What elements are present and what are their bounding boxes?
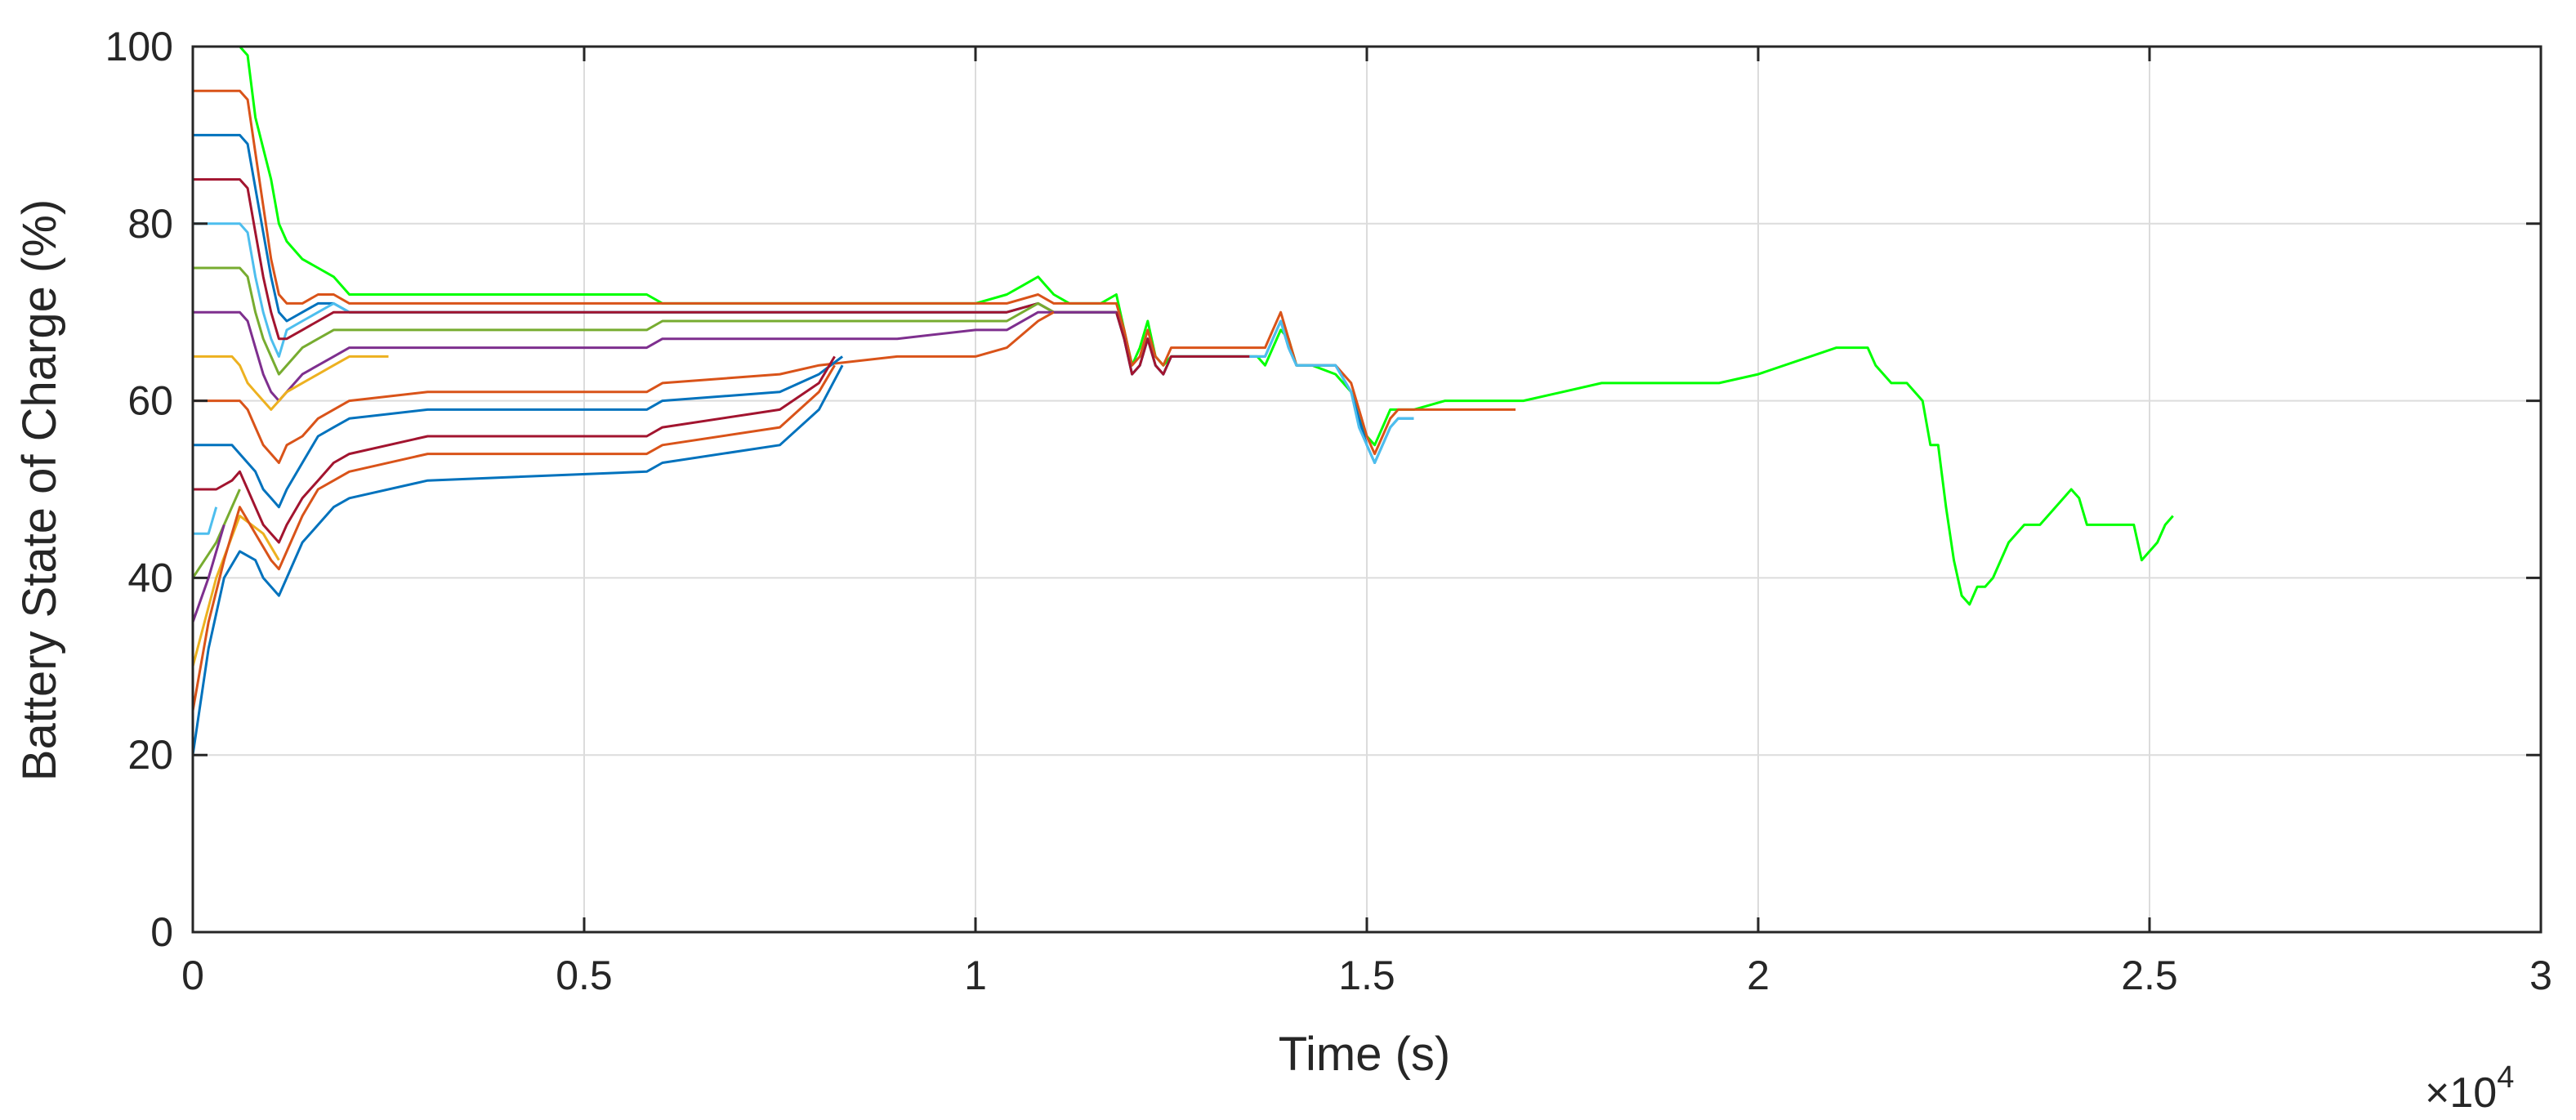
y-tick-label: 100 — [105, 24, 173, 69]
y-tick-label: 80 — [127, 201, 173, 247]
series-line-15 — [191, 364, 836, 712]
series-line-7 — [193, 310, 1117, 403]
series-layer — [191, 45, 2174, 756]
x-axis-label: Time (s) — [1279, 1028, 1450, 1081]
series-line-12 — [193, 506, 218, 535]
grid-layer — [193, 47, 2541, 932]
y-axis-label: Battery State of Charge (%) — [13, 199, 66, 781]
x-axis-multiplier-exponent: 4 — [2497, 1060, 2514, 1095]
x-tick-label: 2.5 — [2121, 953, 2178, 998]
series-line-1 — [193, 45, 2174, 606]
x-tick-label: 3 — [2529, 953, 2552, 998]
x-axis-multiplier: ×104 — [2425, 1060, 2514, 1117]
y-tick-label: 60 — [127, 378, 173, 424]
y-tick-label: 0 — [150, 909, 173, 955]
y-tick-label: 20 — [127, 732, 173, 778]
x-tick-label: 0.5 — [556, 953, 613, 998]
x-tick-label: 2 — [1747, 953, 1770, 998]
series-line-17 — [191, 364, 844, 756]
ticks-layer: 0 0.5 1 1.5 2 2.5 3 0 20 40 60 80 100 — [105, 24, 2552, 998]
series-line-11 — [193, 355, 836, 544]
series-line-14 — [191, 515, 280, 667]
x-tick-label: 1.5 — [1338, 953, 1395, 998]
series-line-10 — [193, 355, 844, 509]
series-line-8 — [193, 355, 389, 411]
series-line-6 — [193, 266, 1117, 376]
series-line-16 — [191, 524, 225, 623]
y-tick-label: 40 — [127, 555, 173, 600]
series-line-9 — [193, 310, 1055, 464]
x-axis-multiplier-base: ×10 — [2425, 1069, 2497, 1117]
x-tick-label: 1 — [964, 953, 987, 998]
series-line-5 — [193, 178, 1250, 376]
series-line-3 — [193, 133, 1414, 464]
series-line-13 — [191, 489, 241, 579]
series-line-4 — [193, 222, 1414, 464]
series-line-2 — [193, 89, 1516, 456]
x-tick-label: 0 — [181, 953, 204, 998]
